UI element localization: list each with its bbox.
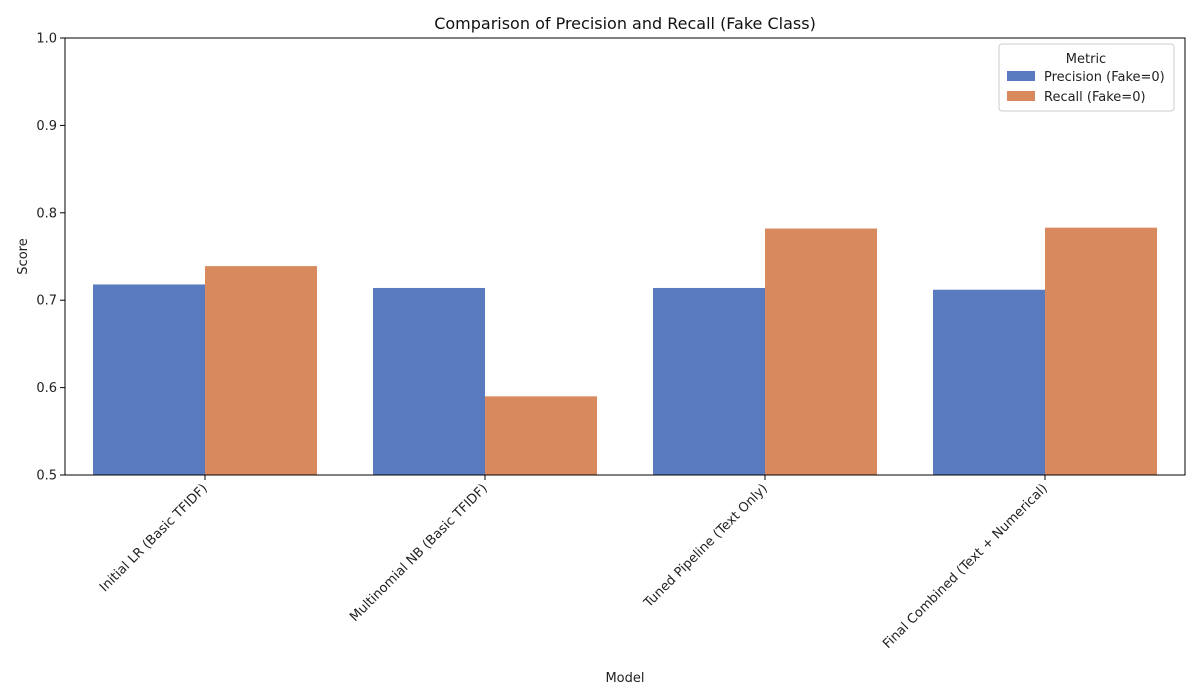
y-tick-label: 0.8 [36, 206, 57, 221]
bar-precision[interactable] [93, 284, 205, 475]
x-tick-label: Tuned Pipeline (Text Only) [641, 481, 771, 611]
x-tick-label: Initial LR (Basic TFIDF) [97, 481, 211, 595]
bar-recall[interactable] [1045, 227, 1157, 475]
legend-title: Metric [1066, 52, 1106, 67]
legend-swatch-recall [1007, 91, 1035, 101]
bar-recall[interactable] [765, 228, 877, 475]
x-axis-label: Model [605, 671, 644, 686]
y-tick-label: 0.7 [36, 294, 57, 309]
x-tick-label: Final Combined (Text + Numerical) [880, 481, 1051, 652]
legend-box [998, 43, 1175, 112]
plot-frame [64, 37, 1186, 476]
y-tick-label: 0.6 [36, 381, 57, 396]
legend-swatch-precision [1007, 71, 1035, 81]
bar-precision[interactable] [373, 287, 485, 475]
y-tick-label: 0.9 [36, 119, 57, 134]
y-axis: 0.5 0.6 0.7 0.8 0.9 1.0 [36, 32, 65, 484]
x-tick-label: Multinomial NB (Basic TFIDF) [347, 481, 491, 625]
bar-recall[interactable] [485, 396, 597, 475]
bar-precision[interactable] [653, 287, 765, 475]
y-tick-label: 1.0 [36, 32, 57, 47]
x-axis: Initial LR (Basic TFIDF) Multinomial NB (… [97, 475, 1051, 652]
legend[interactable]: Metric Precision (Fake=0) Recall (Fake=0… [998, 43, 1175, 112]
y-tick-label: 0.5 [36, 469, 57, 484]
bar-recall[interactable] [205, 266, 317, 475]
legend-label-recall: Recall (Fake=0) [1044, 90, 1146, 105]
legend-label-precision: Precision (Fake=0) [1044, 70, 1165, 85]
bars-layer [93, 227, 1157, 475]
y-axis-label: Score [16, 238, 31, 274]
bar-precision[interactable] [933, 289, 1045, 475]
chart-title: Comparison of Precision and Recall (Fake… [434, 14, 816, 33]
